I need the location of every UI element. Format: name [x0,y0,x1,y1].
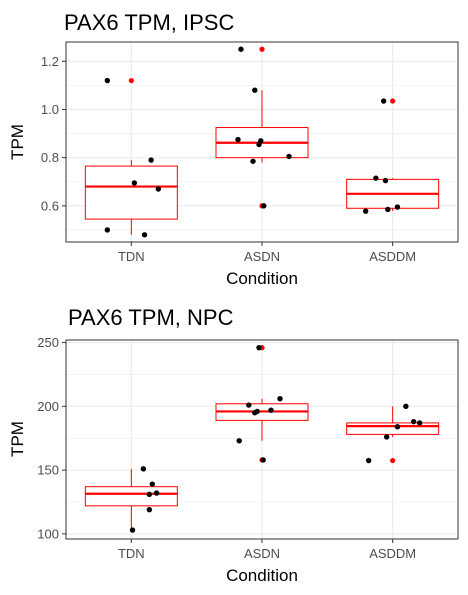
data-point [365,457,372,464]
outlier-point [128,77,134,84]
plot-border [65,41,459,243]
y-tick-label: 0.8 [41,150,59,165]
data-point [256,344,262,351]
data-point [236,438,242,444]
data-point [250,158,256,164]
data-point [380,98,387,104]
data-point [416,420,423,426]
data-point [254,408,260,415]
data-point [146,506,153,513]
x-tick-label: TDN [118,546,145,561]
x-tick-label: ASDN [244,249,280,264]
box [346,422,440,435]
data-point [141,232,148,238]
data-point [238,46,244,52]
data-point [385,206,391,213]
x-tick-label: ASDN [244,546,280,561]
plot-border [65,339,459,540]
x-axis-title: Condition [226,566,298,585]
chart-title: PAX6 TPM, IPSC [64,10,234,35]
data-point [362,208,369,214]
box [84,486,178,507]
data-point [260,457,266,463]
y-tick-label: 1.0 [41,102,59,117]
data-point [258,138,264,144]
y-axis-title: TPM [8,421,27,457]
x-tick-label: ASDDM [369,249,416,264]
data-point [140,466,147,472]
y-tick-label: 100 [37,526,59,541]
data-point [149,481,156,487]
outlier-point [259,46,265,52]
y-axis-title: TPM [8,124,27,160]
x-tick-label: TDN [118,249,145,264]
y-tick-label: 1.2 [41,54,59,69]
data-point [155,186,162,192]
data-point [104,227,111,233]
data-point [277,395,283,402]
data-point [146,491,153,498]
data-point [394,204,401,210]
data-point [246,402,252,408]
x-tick-label: ASDDM [369,546,416,561]
outlier-point [390,98,396,104]
data-point [268,407,274,413]
data-point [148,157,154,163]
panel-npc: PAX6 TPM, NPC 100 150 200 250 TDN ASDN ASDDM C… [8,305,459,585]
data-point [382,177,389,184]
box [84,165,178,220]
chart-title: PAX6 TPM, NPC [68,305,234,330]
data-point [394,424,401,430]
data-point [252,87,258,93]
data-point [104,77,111,84]
y-tick-label: 150 [37,463,59,478]
data-point [373,175,379,181]
data-point [410,418,417,425]
data-point [261,203,267,209]
data-point [383,434,390,440]
data-point [286,153,292,160]
y-tick-label: 0.6 [41,198,59,213]
x-axis-title: Condition [226,269,298,288]
y-tick-label: 250 [37,335,59,350]
y-tick-label: 200 [37,399,59,414]
data-point [129,527,136,533]
data-point [403,403,409,410]
data-point [153,490,160,496]
data-point [131,180,138,186]
outlier-point [390,457,396,464]
data-point [235,136,241,143]
